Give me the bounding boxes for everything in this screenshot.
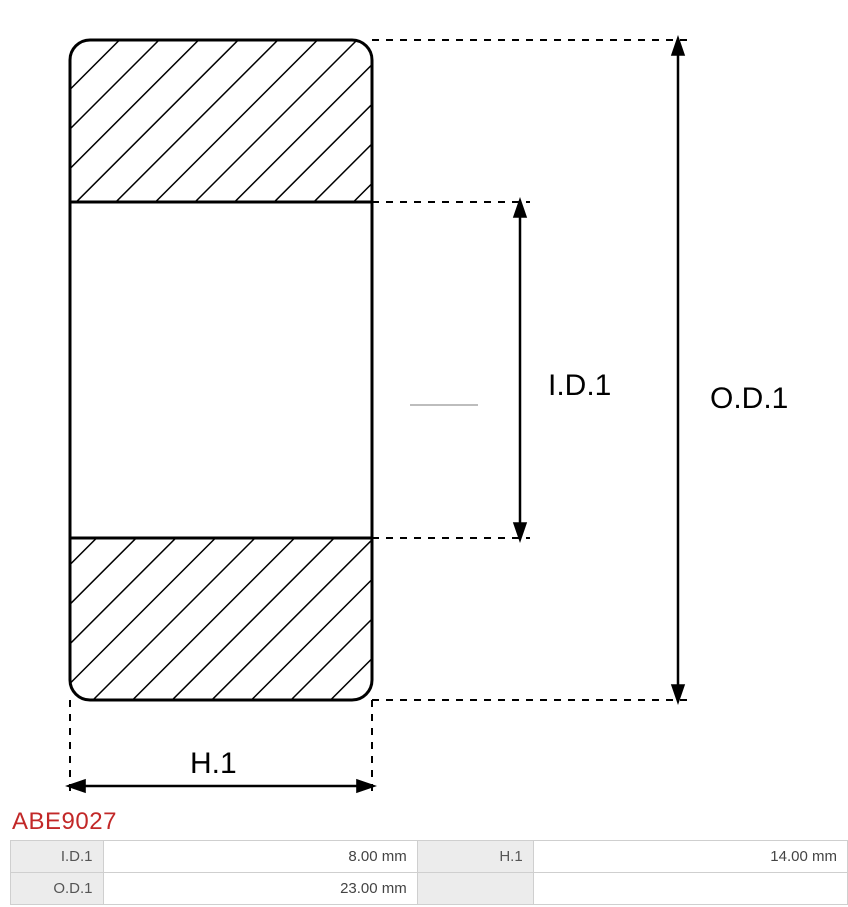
svg-text:O.D.1: O.D.1 [710, 382, 788, 415]
svg-text:I.D.1: I.D.1 [548, 369, 611, 402]
spec-label: O.D.1 [11, 873, 104, 905]
spec-value [533, 873, 847, 905]
spec-value: 14.00 mm [533, 841, 847, 873]
table-row: I.D.1 8.00 mm H.1 14.00 mm [11, 841, 848, 873]
part-code: ABE9027 [12, 808, 117, 836]
technical-diagram: I.D.1 O.D.1 H.1 [0, 0, 848, 810]
table-row: O.D.1 23.00 mm [11, 873, 848, 905]
spec-value: 23.00 mm [103, 873, 417, 905]
spec-label: H.1 [417, 841, 533, 873]
spec-label: I.D.1 [11, 841, 104, 873]
spec-value: 8.00 mm [103, 841, 417, 873]
spec-table: I.D.1 8.00 mm H.1 14.00 mm O.D.1 23.00 m… [10, 840, 848, 905]
spec-label [417, 873, 533, 905]
svg-text:H.1: H.1 [190, 747, 237, 780]
